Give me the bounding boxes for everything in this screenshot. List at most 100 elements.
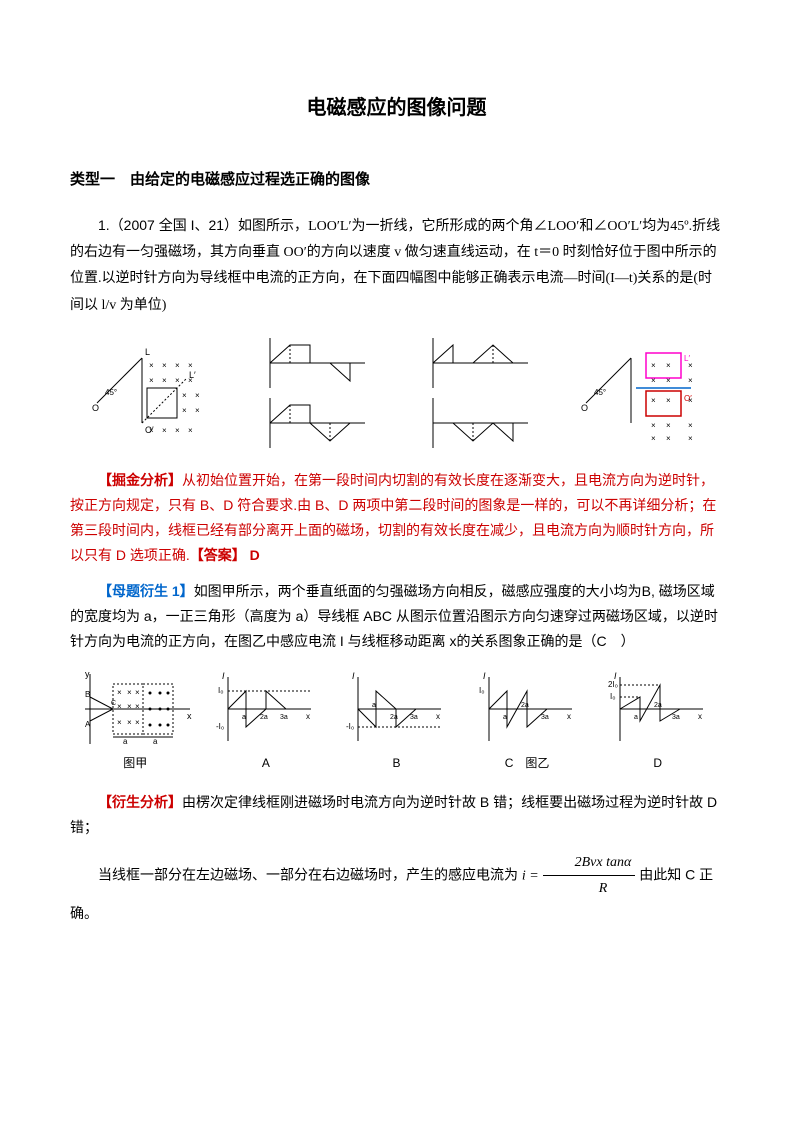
q2-label: 【母题衍生 1】 [98,583,194,599]
svg-text:×: × [666,396,671,405]
fig-D: I 2I₀ I₀ x a 2a 3a D [592,669,723,775]
svg-text:×: × [195,391,200,400]
svg-text:x: x [698,712,702,721]
svg-text:×: × [175,376,180,385]
svg-text:×: × [188,426,193,435]
fig-option-d: O 45° L′ O′ ××× ××× ××× ××× ××× [560,333,723,453]
formula-den: R [543,876,636,901]
answer-label: 【答案】 D [190,547,260,563]
formula-prefix: 当线框一部分在左边磁场、一部分在右边磁场时，产生的感应电流为 [98,866,518,882]
svg-text:×: × [149,376,154,385]
formula-fraction: 2Bvx tanα R [543,850,636,901]
svg-text:3a: 3a [410,714,418,721]
svg-text:×: × [175,361,180,370]
svg-text:a: a [123,737,128,746]
svg-text:×: × [688,376,693,385]
svg-text:×: × [188,376,193,385]
svg-text:×: × [688,396,693,405]
svg-text:I: I [483,671,486,681]
svg-text:2a: 2a [654,702,662,709]
svg-text:×: × [651,376,656,385]
figure-row-1: O L O′ L′ 45° ×××× ×××× ×× ×× ×××× [70,333,723,453]
svg-text:×: × [162,361,167,370]
fig-option-c-top [397,333,560,453]
svg-text:a: a [503,714,507,721]
svg-text:×: × [651,421,656,430]
svg-text:×: × [651,434,656,443]
fig-A: I I₀ -I₀ x a 2a 3a A [201,669,332,775]
svg-text:a: a [153,737,158,746]
svg-text:2a: 2a [390,714,398,721]
q1-body: LOO′L′为一折线，它所形成的两个角∠LOO′和∠OO′L′均为45º.折线的… [70,219,720,313]
q1-prefix: 1.（2007 全国 I、21）如图所示， [98,217,308,233]
deriv-label: 【衍生分析】 [98,794,182,810]
fig-jia: y x ××× ××× ××× B C A a a [70,669,201,775]
svg-text:I₀: I₀ [479,686,485,695]
fig-option-b-top [233,333,396,453]
svg-text:×: × [666,361,671,370]
svg-text:I: I [352,671,355,681]
svg-text:×: × [651,361,656,370]
svg-text:I₀: I₀ [218,686,224,695]
svg-text:×: × [651,396,656,405]
cap-A: A [201,753,332,775]
svg-text:x: x [306,712,310,721]
svg-text:×: × [117,702,122,711]
svg-text:×: × [175,426,180,435]
svg-text:I₀: I₀ [610,692,616,701]
cap-D: D [592,753,723,775]
svg-text:2a: 2a [260,714,268,721]
svg-text:A: A [85,720,91,729]
cap-jia: 图甲 [70,753,201,775]
svg-text:B: B [85,690,90,699]
svg-text:O: O [92,403,99,413]
analysis-label: 【掘金分析】 [98,472,182,488]
svg-text:×: × [117,718,122,727]
svg-text:2a: 2a [521,702,529,709]
fig-lool: O L O′ L′ 45° ×××× ×××× ×× ×× ×××× [70,333,233,453]
cap-C: C [505,756,514,770]
svg-text:×: × [127,718,132,727]
page-title: 电磁感应的图像问题 [70,90,723,126]
svg-text:×: × [188,361,193,370]
svg-text:a: a [372,702,376,709]
svg-text:y: y [85,669,90,679]
svg-text:x: x [187,711,192,721]
svg-text:×: × [135,718,140,727]
svg-text:×: × [666,376,671,385]
fig-B: I x a 2a 3a -I₀ B [331,669,462,775]
svg-text:×: × [127,702,132,711]
svg-text:×: × [666,434,671,443]
svg-text:a: a [634,714,638,721]
svg-text:-I₀: -I₀ [216,722,224,731]
svg-text:×: × [117,688,122,697]
svg-text:×: × [149,361,154,370]
figure-row-2: y x ××× ××× ××× B C A a a [70,669,723,775]
section-heading: 类型一 由给定的电磁感应过程选正确的图像 [70,166,723,193]
question-2: 【母题衍生 1】如图甲所示，两个垂直纸面的匀强磁场方向相反，磁感应强度的大小均为… [70,579,723,655]
svg-text:×: × [666,421,671,430]
svg-text:×: × [135,702,140,711]
svg-text:I: I [222,671,225,681]
svg-text:C: C [111,700,116,707]
svg-text:a: a [242,714,246,721]
svg-text:×: × [135,688,140,697]
svg-text:O: O [581,403,588,413]
svg-text:3a: 3a [541,714,549,721]
svg-text:x: x [567,712,571,721]
svg-text:3a: 3a [280,714,288,721]
svg-text:×: × [149,426,154,435]
svg-text:×: × [195,406,200,415]
svg-text:-I₀: -I₀ [346,722,354,731]
svg-text:×: × [182,406,187,415]
fig-C: I I₀ x a 2a 3a C 图乙 [462,669,593,775]
svg-text:×: × [162,376,167,385]
q2-deriv: 【衍生分析】由楞次定律线框刚进磁场时电流方向为逆时针故 B 错；线框要出磁场过程… [70,790,723,840]
svg-text:2I₀: 2I₀ [608,680,618,689]
question-1: 1.（2007 全国 I、21）如图所示，LOO′L′为一折线，它所形成的两个角… [70,213,723,318]
q1-analysis: 【掘金分析】从初始位置开始，在第一段时间内切割的有效长度在逐渐变大，且电流方向为… [70,468,723,569]
svg-text:3a: 3a [672,714,680,721]
q2-formula-line: 当线框一部分在左边磁场、一部分在右边磁场时，产生的感应电流为 i = 2Bvx … [70,850,723,927]
svg-text:×: × [688,434,693,443]
svg-text:×: × [688,421,693,430]
